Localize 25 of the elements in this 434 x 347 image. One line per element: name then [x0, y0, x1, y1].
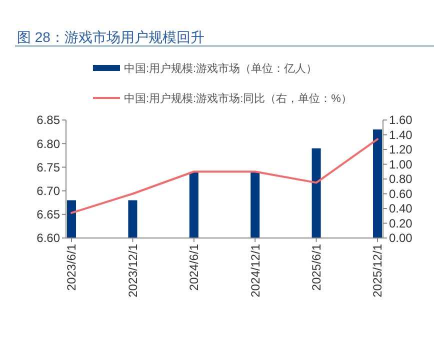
legend-label: 中国:用户规模:游戏市场（单位：亿人） — [124, 62, 318, 75]
y2-tick-label: 0.80 — [389, 172, 413, 186]
y2-tick-label: 0.60 — [389, 186, 413, 201]
y-tick-label: 6.65 — [36, 208, 60, 222]
y-tick-label: 6.75 — [36, 160, 60, 174]
y2-tick-label: 0.20 — [389, 216, 413, 230]
y2-tick-label: 0.00 — [389, 231, 413, 246]
y2-tick-label: 0.40 — [389, 202, 413, 216]
y-tick-label: 6.60 — [36, 231, 60, 246]
y-tick-label: 6.80 — [36, 136, 60, 151]
x-tick-label: 2024/6/1 — [187, 244, 202, 291]
y-tick-label: 6.70 — [36, 184, 60, 198]
x-tick-label: 2024/12/1 — [248, 244, 262, 298]
y-tick-label: 6.85 — [36, 113, 60, 128]
y2-tick-label: 1.00 — [389, 157, 413, 172]
x-tick-label: 2023/6/1 — [64, 244, 79, 291]
legend-label: 中国:用户规模:游戏市场:同比（右，单位：%） — [124, 92, 352, 105]
chart-title: 图 28：游戏市场用户规模回升 — [17, 29, 204, 45]
x-tick-label: 2025/6/1 — [310, 244, 324, 291]
y2-tick-label: 1.60 — [389, 113, 413, 128]
x-tick-label: 2023/12/1 — [126, 244, 140, 298]
y2-tick-label: 1.40 — [389, 128, 413, 142]
x-tick-label: 2025/12/1 — [370, 244, 385, 298]
line-series — [70, 138, 378, 214]
y2-tick-label: 1.20 — [389, 142, 413, 157]
